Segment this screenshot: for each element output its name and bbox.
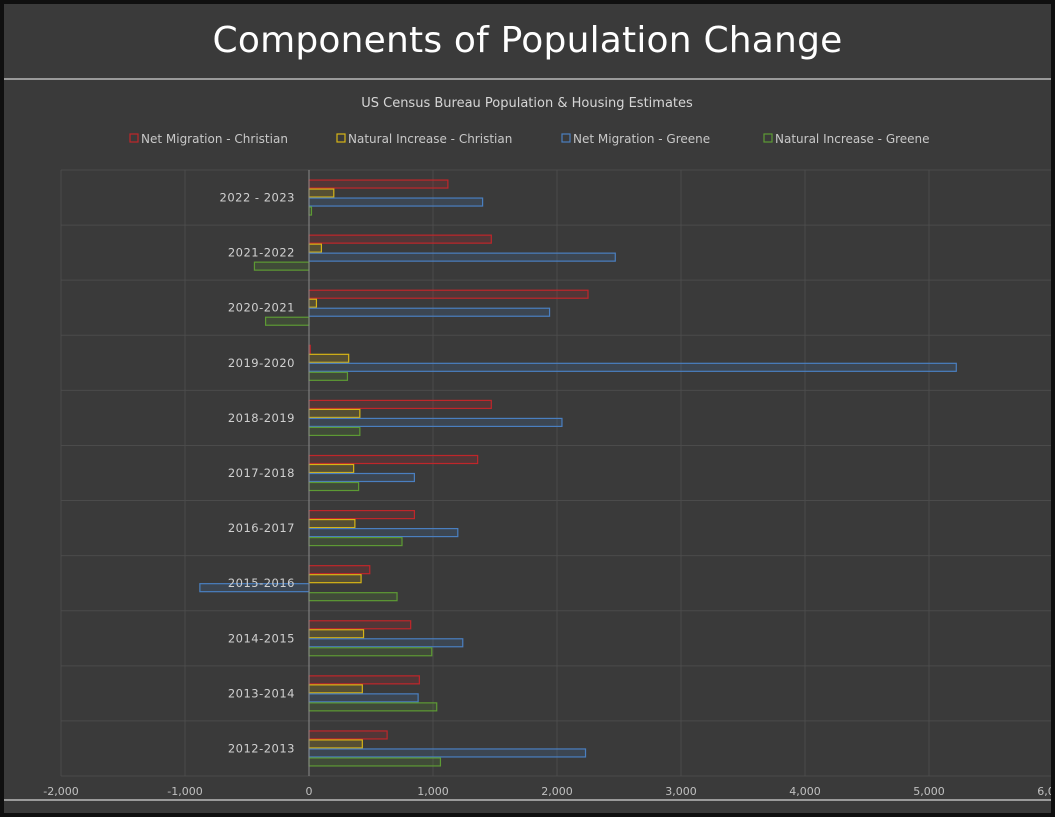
x-tick-label: -2,000	[43, 785, 78, 798]
bar	[308, 509, 416, 520]
bar	[308, 362, 957, 372]
bar	[308, 675, 420, 685]
bar	[308, 417, 563, 428]
bar	[308, 243, 322, 253]
bar	[308, 620, 412, 630]
x-tick-label: 1,000	[417, 785, 449, 798]
bar	[308, 188, 335, 198]
bar	[308, 565, 371, 575]
category-label: 2019-2020	[228, 356, 295, 370]
category-label: 2012-2013	[228, 741, 295, 755]
footer-divider	[4, 799, 1051, 801]
bar	[308, 757, 442, 767]
bar	[308, 408, 361, 419]
x-tick-label: 4,000	[789, 785, 821, 798]
category-label: 2016-2017	[228, 521, 295, 535]
bar	[308, 527, 459, 538]
category-label: 2013-2014	[228, 686, 295, 700]
bar	[308, 353, 350, 363]
chart-title: US Census Bureau Population & Housing Es…	[361, 96, 693, 111]
bar	[265, 316, 310, 326]
bar	[308, 298, 318, 308]
legend-swatch	[336, 133, 346, 143]
slide-title: Components of Population Change	[212, 19, 843, 61]
bar	[308, 252, 616, 262]
bar	[308, 307, 551, 317]
title-bar: Components of Population Change	[4, 4, 1051, 76]
bar	[308, 289, 589, 299]
legend-label: Natural Increase - Christian	[348, 132, 512, 146]
bar	[308, 472, 416, 483]
legend-label: Net Migration - Greene	[573, 132, 710, 146]
bar	[308, 234, 492, 244]
legend-swatch	[763, 133, 773, 143]
category-label: 2017-2018	[228, 466, 295, 480]
category-label: 2015-2016	[228, 576, 295, 590]
legend-label: Net Migration - Christian	[141, 132, 288, 146]
population-change-chart: US Census Bureau Population & Housing Es…	[43, 96, 1051, 798]
x-tick-label: 6,000	[1037, 785, 1051, 798]
bar	[308, 463, 355, 474]
x-tick-label: 2,000	[541, 785, 573, 798]
bar	[308, 629, 365, 639]
bar	[308, 748, 587, 758]
x-tick-label: 0	[306, 785, 313, 798]
bar	[308, 399, 492, 410]
bar	[308, 693, 419, 703]
x-tick-label: 5,000	[913, 785, 945, 798]
bar	[308, 574, 362, 584]
title-divider	[4, 78, 1051, 80]
bar	[308, 481, 360, 492]
bar	[253, 261, 310, 271]
bar	[308, 592, 398, 602]
legend-label: Natural Increase - Greene	[775, 132, 930, 146]
bar	[308, 730, 388, 740]
slide: Components of Population Change US Censu…	[4, 4, 1051, 813]
legend-swatch	[561, 133, 571, 143]
category-label: 2018-2019	[228, 411, 295, 425]
bar	[308, 536, 403, 547]
bar	[308, 518, 356, 529]
bar	[308, 702, 438, 712]
legend-swatch	[129, 133, 139, 143]
bar	[308, 197, 484, 207]
bar	[308, 454, 479, 465]
bar	[308, 684, 363, 694]
bar	[308, 371, 349, 381]
category-label: 2021-2022	[228, 246, 295, 260]
category-label: 2022 - 2023	[220, 191, 296, 205]
bar	[308, 739, 363, 749]
x-tick-label: -1,000	[167, 785, 202, 798]
category-label: 2014-2015	[228, 631, 295, 645]
x-tick-label: 3,000	[665, 785, 697, 798]
bar	[308, 426, 361, 437]
bar	[308, 179, 449, 189]
category-label: 2020-2021	[228, 301, 295, 315]
bar	[308, 638, 464, 648]
bar	[308, 647, 433, 657]
